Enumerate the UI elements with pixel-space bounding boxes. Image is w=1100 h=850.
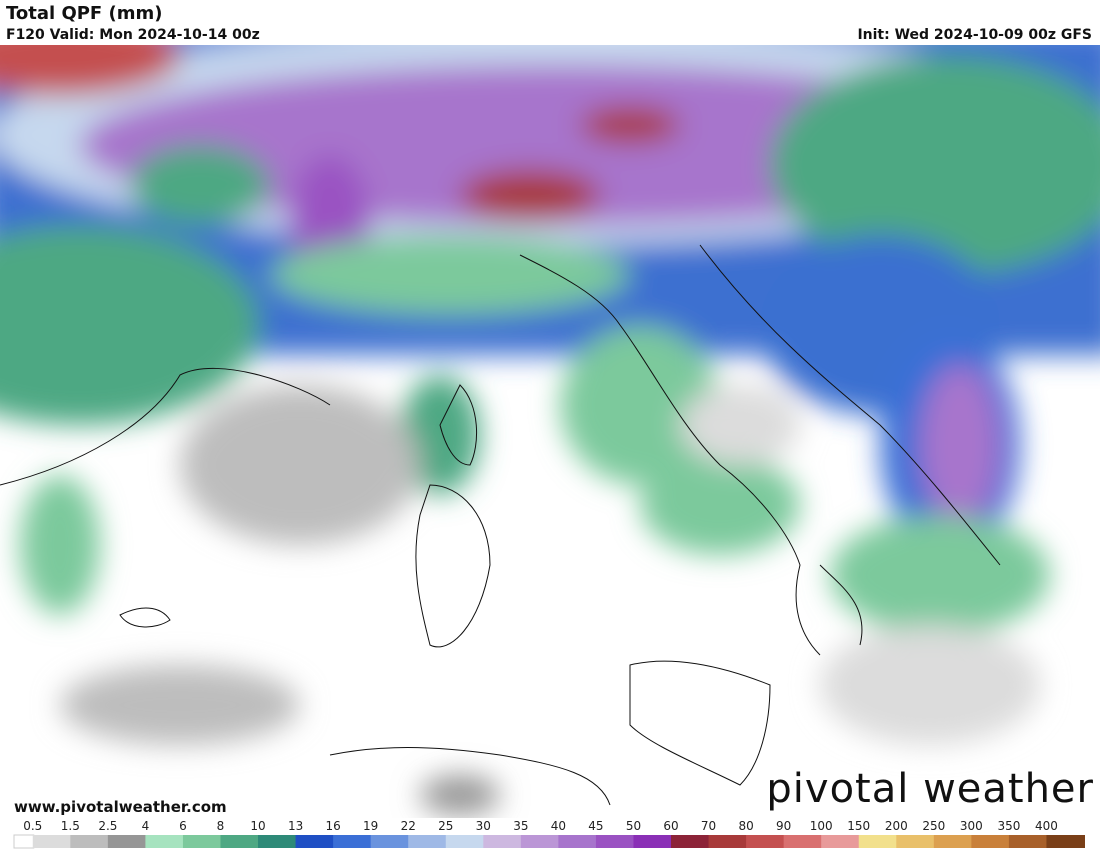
valid-time: F120 Valid: Mon 2024-10-14 00z <box>6 27 260 43</box>
legend-swatch <box>295 835 335 848</box>
logo: pivotal weather <box>766 766 1094 812</box>
legend-label: 80 <box>738 819 753 833</box>
legend-swatch <box>633 835 673 848</box>
legend-swatch <box>333 835 372 848</box>
legend-label: 100 <box>810 819 833 833</box>
legend-swatch <box>220 835 260 848</box>
coastlines <box>0 244 1001 806</box>
legend-swatch <box>107 835 147 848</box>
legend-swatch <box>370 835 410 848</box>
legend-swatch <box>258 835 297 848</box>
map <box>0 45 1100 818</box>
legend-label: 6 <box>179 819 187 833</box>
legend-label: 60 <box>663 819 678 833</box>
legend-label: 35 <box>513 819 528 833</box>
legend: 0.5 1.5 2.5 4 6 8 10 13 16 19 22 25 30 35 40 45 50 60 70 80… <box>13 819 1085 849</box>
legend-swatch <box>595 835 635 848</box>
legend-swatch <box>445 835 485 848</box>
legend-swatch <box>821 835 860 848</box>
legend-swatch <box>70 835 109 848</box>
legend-label: 16 <box>325 819 340 833</box>
legend-label: 400 <box>1035 819 1058 833</box>
legend-swatch <box>558 835 597 848</box>
legend-label: 22 <box>401 819 416 833</box>
legend-swatch <box>1008 835 1048 848</box>
legend-label: 300 <box>960 819 983 833</box>
legend-label: 30 <box>476 819 491 833</box>
legend-swatch <box>783 835 823 848</box>
precip-field <box>0 45 1100 815</box>
legend-label: 200 <box>885 819 908 833</box>
legend-label: 25 <box>438 819 453 833</box>
legend-label: 4 <box>142 819 150 833</box>
legend-swatch <box>408 835 447 848</box>
legend-swatch <box>896 835 935 848</box>
title: Total QPF (mm) <box>6 3 163 24</box>
legend-swatch <box>483 835 522 848</box>
legend-swatch <box>182 835 222 848</box>
legend-label: 45 <box>588 819 603 833</box>
legend-swatch <box>858 835 898 848</box>
legend-swatch <box>746 835 785 848</box>
legend-label: 40 <box>551 819 566 833</box>
website: www.pivotalweather.com <box>14 798 227 816</box>
legend-swatch <box>13 834 35 849</box>
legend-label: 2.5 <box>98 819 117 833</box>
legend-label: 250 <box>922 819 945 833</box>
legend-label: 90 <box>776 819 791 833</box>
legend-label: 8 <box>217 819 225 833</box>
legend-label: 10 <box>250 819 265 833</box>
legend-swatch <box>933 835 973 848</box>
legend-swatch <box>1046 835 1085 848</box>
init-time: Init: Wed 2024-10-09 00z GFS <box>857 27 1092 43</box>
legend-swatch <box>971 835 1010 848</box>
legend-label: 150 <box>847 819 870 833</box>
legend-swatch <box>671 835 710 848</box>
legend-label: 350 <box>997 819 1020 833</box>
legend-label: 13 <box>288 819 303 833</box>
legend-swatch <box>145 835 184 848</box>
legend-label: 50 <box>626 819 641 833</box>
legend-label: 1.5 <box>61 819 80 833</box>
legend-swatch <box>708 835 748 848</box>
legend-swatch <box>520 835 560 848</box>
legend-label: 19 <box>363 819 378 833</box>
legend-label: 0.5 <box>23 819 42 833</box>
legend-label: 70 <box>701 819 716 833</box>
legend-swatch <box>32 835 72 848</box>
